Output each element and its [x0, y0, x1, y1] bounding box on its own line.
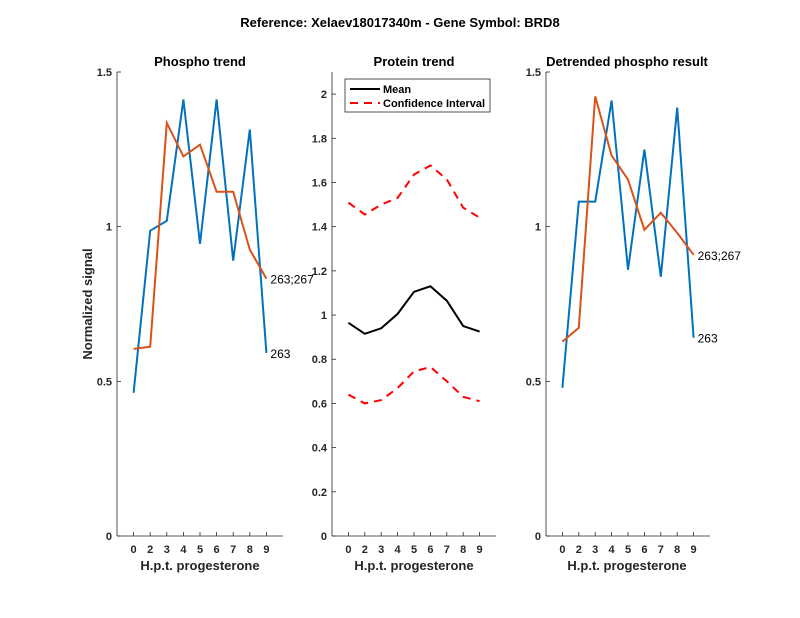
detrended-xtick-label: 3	[592, 544, 598, 556]
protein-ytick-label: 0.6	[312, 398, 327, 410]
detrended-series-263-267	[561, 96, 695, 343]
phospho-xtick-label: 7	[230, 544, 236, 556]
phospho-xtick-label: 3	[164, 544, 170, 556]
detrended-xtick-label: 4	[609, 544, 616, 556]
phospho-ytick-label: 1	[106, 222, 112, 234]
phospho-series-263	[132, 99, 268, 393]
legend-ci-label: Confidence Interval	[383, 98, 485, 110]
phospho-xtick-label: 4	[180, 544, 187, 556]
detrended-phospho-axes: Detrended phospho result H.p.t. progeste…	[526, 54, 742, 573]
protein-series-confidence-interval-lower	[347, 365, 480, 405]
protein-ytick-label: 0.2	[312, 487, 327, 499]
protein-ytick-label: 1	[321, 310, 327, 322]
legend-box	[344, 78, 491, 113]
protein-xtick-label: 9	[477, 544, 483, 556]
detrended-ytick-label: 0	[535, 531, 541, 543]
detrended-phospho-title: Detrended phospho result	[546, 54, 708, 69]
detrended-ytick-label: 0.5	[526, 376, 541, 388]
phospho-ytick-label: 0.5	[97, 376, 112, 388]
phospho-xtick-label: 0	[131, 544, 137, 556]
detrended-end-label: 263	[698, 332, 718, 346]
protein-xtick-label: 4	[395, 544, 402, 556]
protein-series-mean	[347, 285, 480, 335]
phospho-trend-ylabel: Normalized signal	[80, 248, 95, 359]
protein-xtick-label: 3	[378, 544, 384, 556]
detrended-xtick-label: 7	[658, 544, 664, 556]
phospho-end-label: 263;267	[270, 273, 314, 287]
phospho-ytick-label: 0	[106, 531, 112, 543]
figure-suptitle: Reference: Xelaev18017340m - Gene Symbol…	[240, 15, 559, 30]
protein-ytick-label: 1.8	[312, 133, 327, 145]
phospho-ytick-label: 1.5	[97, 67, 112, 79]
detrended-ytick-label: 1.5	[526, 67, 541, 79]
detrended-xtick-label: 9	[691, 544, 697, 556]
detrended-series-263	[561, 100, 695, 388]
protein-ytick-label: 2	[321, 89, 327, 101]
phospho-xtick-label: 8	[247, 544, 253, 556]
protein-ytick-label: 0.4	[312, 443, 328, 455]
detrended-ytick-label: 1	[535, 222, 541, 234]
protein-trend-xlabel: H.p.t. progesterone	[354, 558, 473, 573]
detrended-end-label: 263;267	[698, 249, 742, 263]
phospho-trend-axes: Phospho trend H.p.t. progesterone Normal…	[80, 54, 314, 573]
protein-xtick-label: 7	[444, 544, 450, 556]
protein-xtick-label: 0	[345, 544, 351, 556]
protein-ytick-label: 1.4	[312, 222, 328, 234]
detrended-xtick-label: 6	[641, 544, 647, 556]
protein-ytick-label: 1.2	[312, 266, 327, 278]
protein-series-confidence-interval-upper	[347, 164, 481, 219]
protein-ytick-label: 0.8	[312, 354, 327, 366]
protein-xtick-label: 2	[362, 544, 368, 556]
protein-ytick-label: 1.6	[312, 177, 327, 189]
phospho-trend-xlabel: H.p.t. progesterone	[140, 558, 259, 573]
phospho-xtick-label: 9	[263, 544, 269, 556]
detrended-xtick-label: 2	[576, 544, 582, 556]
phospho-xtick-label: 2	[147, 544, 153, 556]
legend: Mean Confidence Interval	[344, 78, 491, 113]
protein-xtick-label: 5	[411, 544, 417, 556]
protein-ytick-label: 0	[321, 531, 327, 543]
phospho-xtick-label: 6	[214, 544, 220, 556]
detrended-phospho-xlabel: H.p.t. progesterone	[567, 558, 686, 573]
protein-xtick-label: 8	[460, 544, 466, 556]
detrended-xtick-label: 0	[559, 544, 565, 556]
phospho-end-label: 263	[270, 347, 290, 361]
protein-xtick-label: 6	[427, 544, 433, 556]
phospho-trend-title: Phospho trend	[154, 54, 246, 69]
protein-trend-axes: Protein trend H.p.t. progesterone 0 0.2 0.…	[312, 54, 496, 573]
detrended-xtick-label: 5	[625, 544, 631, 556]
protein-trend-title: Protein trend	[374, 54, 455, 69]
legend-mean-label: Mean	[383, 84, 411, 96]
phospho-xtick-label: 5	[197, 544, 203, 556]
detrended-xtick-label: 8	[674, 544, 680, 556]
